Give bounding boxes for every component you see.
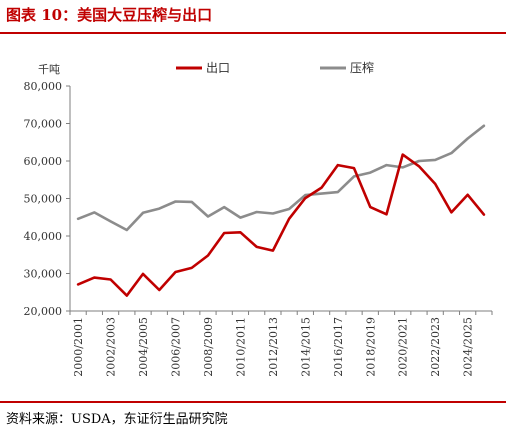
- x-tick-label: 2000/2001: [72, 317, 85, 377]
- series-line: [76, 124, 486, 232]
- x-tick-label: 2022/2023: [429, 317, 442, 377]
- y-tick-label: 80,000: [24, 80, 63, 93]
- x-tick-label: 2016/2017: [332, 317, 345, 377]
- x-tick-label: 2020/2021: [397, 317, 410, 377]
- legend-label: 出口: [206, 61, 230, 75]
- title-rule: [0, 32, 506, 34]
- x-tick-label: 2014/2015: [299, 317, 312, 377]
- chart-title: 图表 10：美国大豆压榨与出口: [6, 6, 213, 24]
- y-tick-label: 70,000: [24, 118, 63, 131]
- y-tick-label: 40,000: [24, 230, 63, 243]
- x-tick-label: 2024/2025: [462, 317, 475, 377]
- x-tick-label: 2008/2009: [202, 317, 215, 377]
- axes: 20,000 30,000 40,000 50,000 60,000 70,000 80,0…: [24, 63, 493, 377]
- y-tick-label: 20,000: [24, 305, 63, 318]
- x-tick-label: 2012/2013: [267, 317, 280, 377]
- y-unit-label: 千吨: [38, 63, 60, 76]
- x-tick-label: 2002/2003: [105, 317, 118, 377]
- x-tick-label: 2018/2019: [364, 317, 377, 377]
- series-group: [76, 124, 486, 297]
- chart-area: 20,000 30,000 40,000 50,000 60,000 70,000 80,0…: [24, 60, 493, 377]
- source-rule: [0, 401, 506, 403]
- y-tick-label: 60,000: [24, 155, 63, 168]
- x-tick-label: 2006/2007: [170, 317, 183, 377]
- legend: 出口 压榨: [176, 60, 374, 75]
- x-tick-label: 2010/2011: [234, 317, 247, 377]
- y-tick-label: 50,000: [24, 193, 63, 206]
- source-note: 资料来源：USDA，东证衍生品研究院: [6, 412, 228, 427]
- series-line: [76, 153, 486, 297]
- legend-label: 压榨: [350, 60, 374, 75]
- x-tick-label: 2004/2005: [137, 317, 150, 377]
- y-tick-label: 30,000: [24, 268, 63, 281]
